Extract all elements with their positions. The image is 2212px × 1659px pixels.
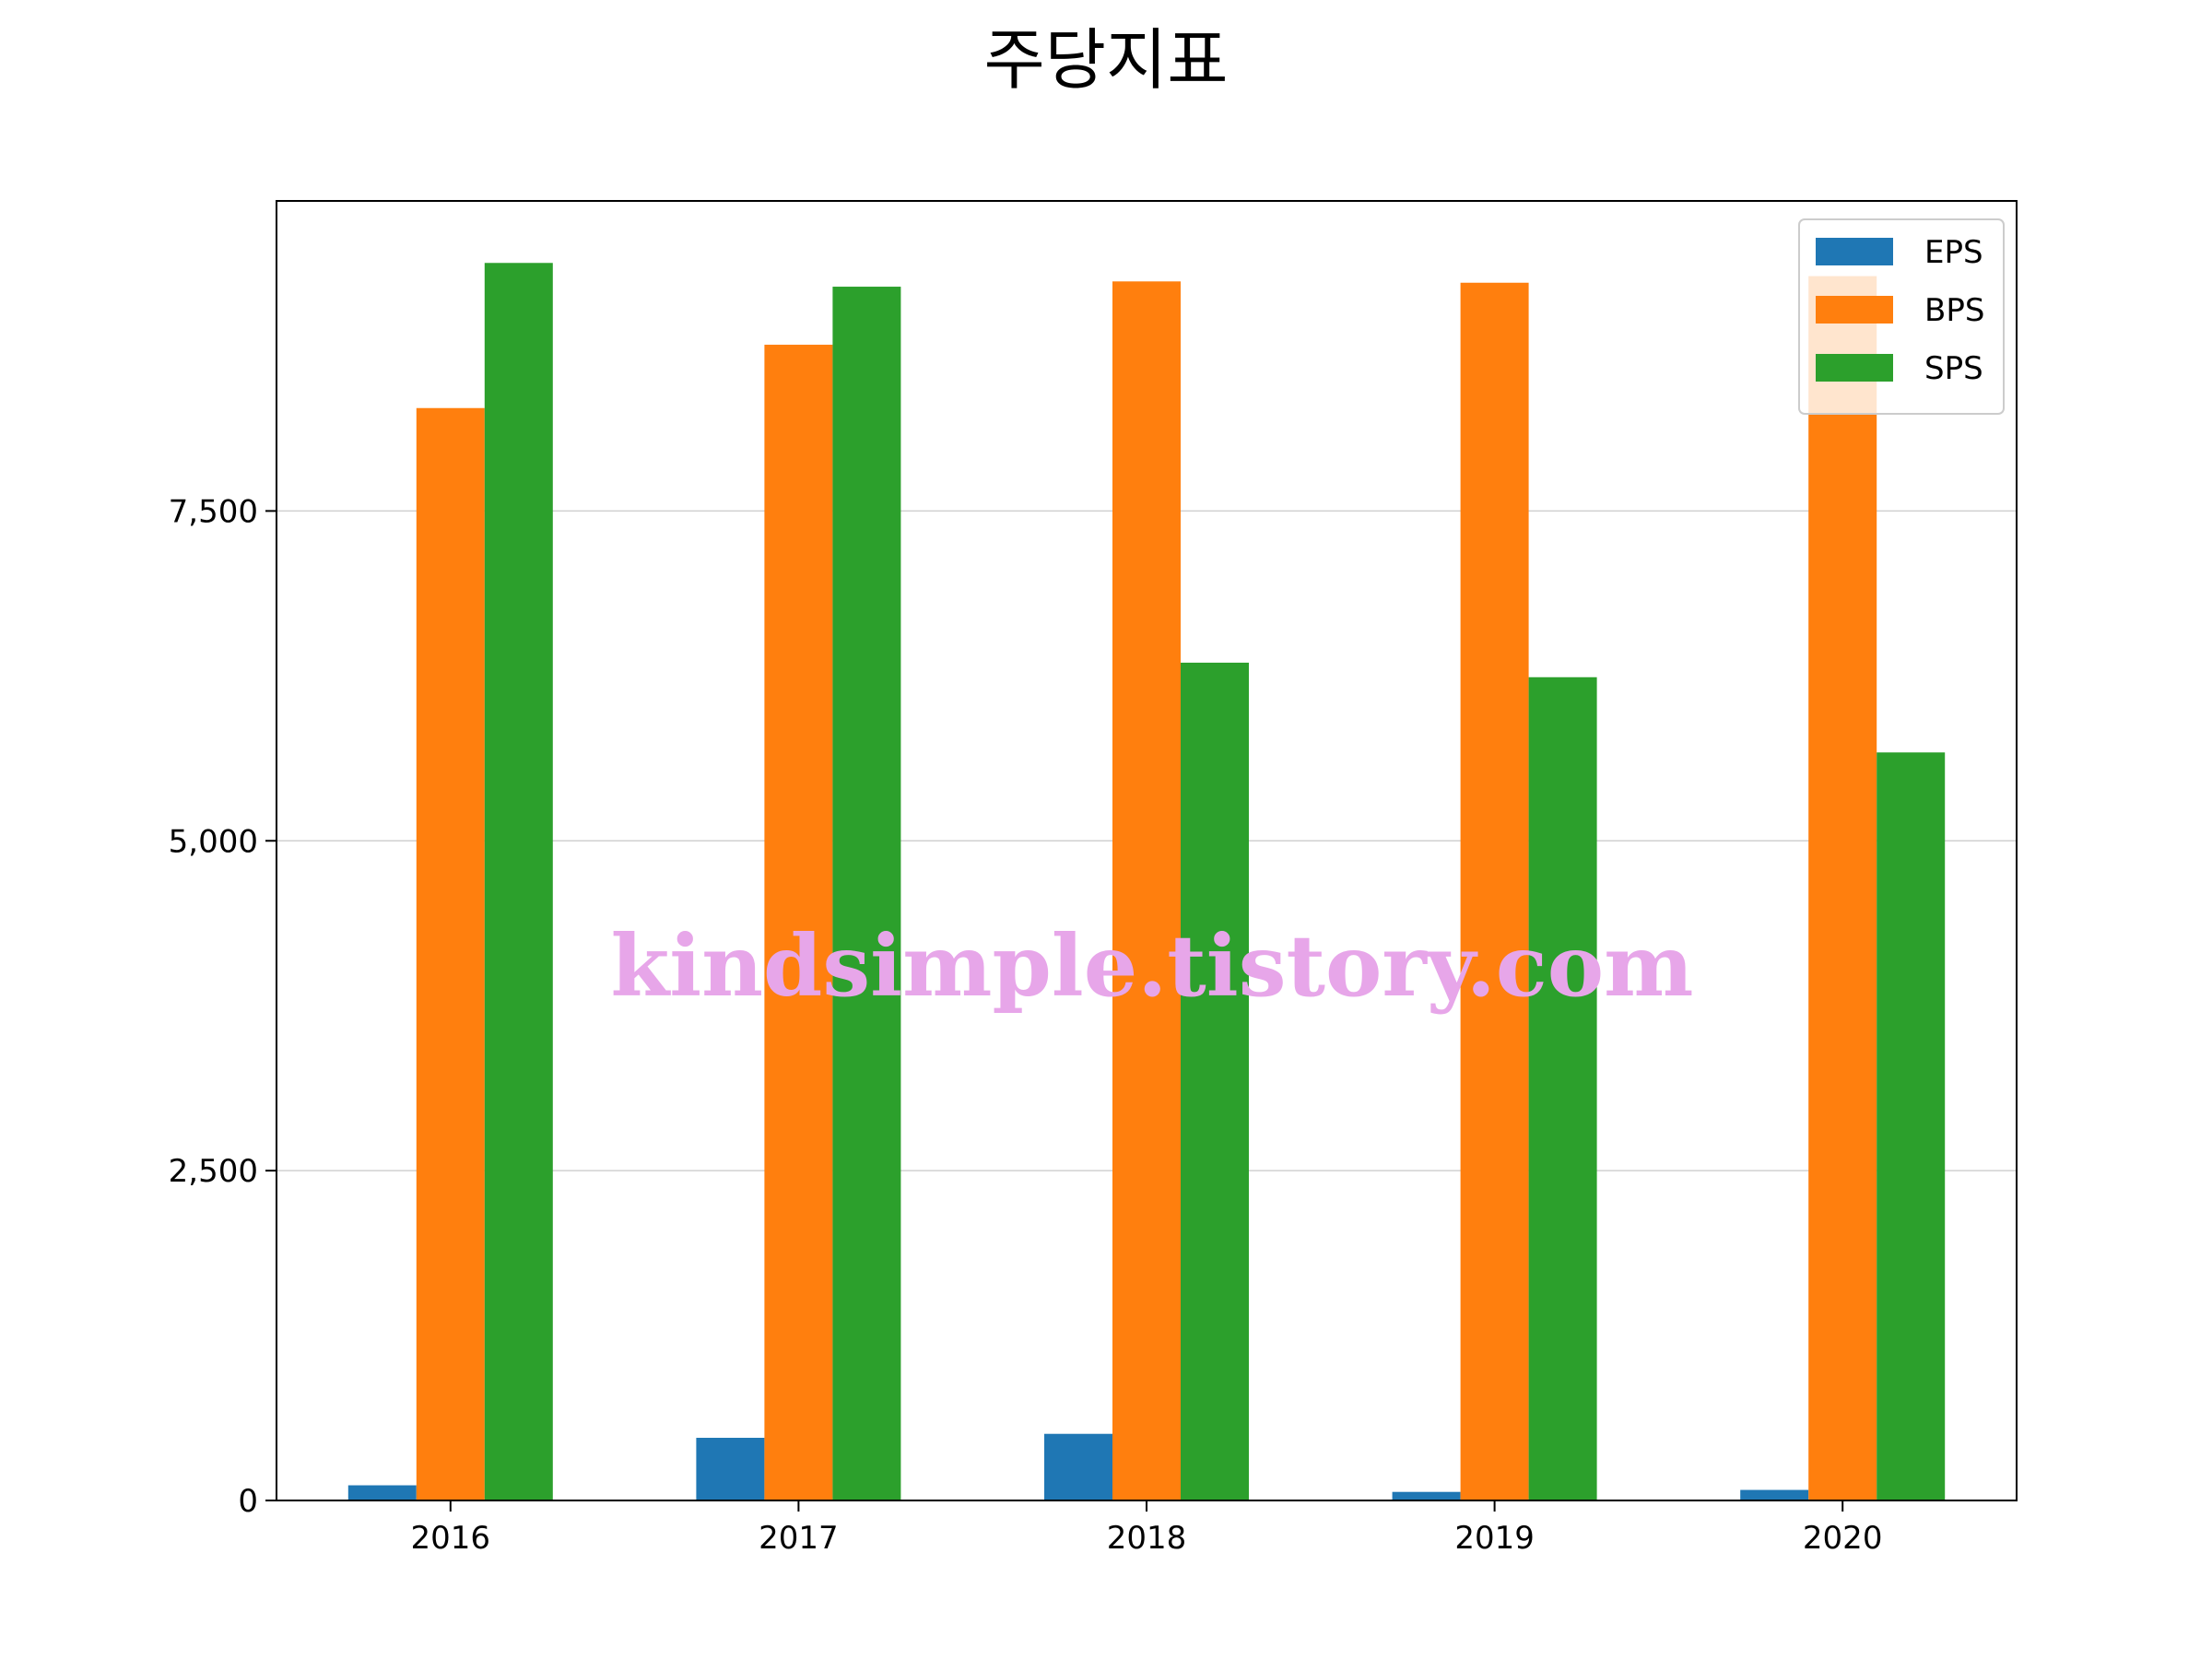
x-tick-label: 2019 — [1454, 1520, 1535, 1557]
x-tick-label: 2018 — [1107, 1520, 1187, 1557]
y-tick-label: 5,000 — [169, 823, 258, 860]
x-tick-label: 2017 — [759, 1520, 839, 1557]
x-tick-label: 2020 — [1803, 1520, 1883, 1557]
bar-bps-2016 — [416, 407, 485, 1501]
legend-label-sps: SPS — [1924, 350, 1983, 387]
legend: EPS BPS SPS — [1798, 218, 2005, 415]
bar-bps-2017 — [764, 345, 833, 1500]
bar-sps-2017 — [832, 287, 901, 1501]
x-tick-label: 2016 — [411, 1520, 491, 1557]
legend-label-eps: EPS — [1924, 234, 1983, 271]
y-tick-label: 2,500 — [169, 1153, 258, 1190]
bars — [347, 263, 1946, 1501]
y-axis: 0 2,500 5,000 7,500 — [169, 493, 276, 1520]
bar-eps-2017 — [696, 1438, 765, 1500]
legend-swatch-sps — [1816, 354, 1893, 382]
bar-sps-2016 — [484, 263, 553, 1500]
legend-swatch-eps — [1816, 238, 1893, 265]
bar-eps-2020 — [1740, 1489, 1809, 1500]
bar-sps-2019 — [1528, 677, 1597, 1500]
bar-sps-2018 — [1181, 663, 1249, 1500]
bar-bps-2020 — [1808, 276, 1877, 1501]
legend-swatch-bps — [1816, 296, 1893, 324]
chart-title: 주당지표 — [984, 21, 1229, 99]
bar-eps-2016 — [347, 1485, 417, 1500]
bar-eps-2019 — [1392, 1491, 1461, 1500]
y-tick-label: 7,500 — [169, 493, 258, 530]
watermark: kindsimple.tistory.com — [610, 916, 1693, 1016]
bar-bps-2018 — [1112, 281, 1181, 1500]
y-tick-label: 0 — [238, 1483, 258, 1520]
x-axis: 2016 2017 2018 2019 2020 — [411, 1500, 1883, 1557]
bar-eps-2018 — [1044, 1433, 1112, 1500]
legend-label-bps: BPS — [1924, 292, 1984, 329]
bar-bps-2019 — [1460, 282, 1529, 1501]
bar-sps-2020 — [1877, 752, 1946, 1500]
